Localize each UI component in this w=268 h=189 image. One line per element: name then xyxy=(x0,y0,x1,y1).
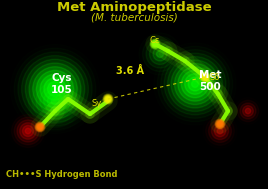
Circle shape xyxy=(185,74,205,94)
Circle shape xyxy=(211,122,229,139)
Circle shape xyxy=(20,123,36,139)
Text: Met Aminopeptidase: Met Aminopeptidase xyxy=(57,1,211,14)
Circle shape xyxy=(237,100,259,122)
Circle shape xyxy=(178,67,212,101)
Circle shape xyxy=(44,90,66,112)
Circle shape xyxy=(209,120,232,143)
Circle shape xyxy=(14,117,42,145)
Circle shape xyxy=(23,125,34,136)
Circle shape xyxy=(103,94,113,104)
Circle shape xyxy=(17,120,39,142)
Circle shape xyxy=(21,56,88,122)
Circle shape xyxy=(243,106,253,116)
Circle shape xyxy=(36,123,44,131)
Circle shape xyxy=(40,74,70,104)
Circle shape xyxy=(106,97,110,101)
Circle shape xyxy=(38,125,42,129)
Circle shape xyxy=(25,128,31,134)
Circle shape xyxy=(240,103,256,119)
Circle shape xyxy=(203,75,207,79)
Text: Cys
105: Cys 105 xyxy=(51,73,73,95)
Circle shape xyxy=(217,121,223,127)
Circle shape xyxy=(33,67,77,111)
Circle shape xyxy=(44,78,66,100)
Circle shape xyxy=(151,40,159,48)
Circle shape xyxy=(214,125,226,137)
Circle shape xyxy=(35,122,45,132)
Circle shape xyxy=(215,119,225,129)
Circle shape xyxy=(219,123,221,125)
Circle shape xyxy=(153,47,167,61)
Circle shape xyxy=(216,120,224,128)
Text: 3.6 Å: 3.6 Å xyxy=(116,66,144,76)
Circle shape xyxy=(245,108,251,114)
Circle shape xyxy=(174,64,215,105)
Circle shape xyxy=(188,77,202,91)
Circle shape xyxy=(181,70,209,98)
Circle shape xyxy=(154,43,156,45)
Circle shape xyxy=(105,96,111,102)
Circle shape xyxy=(200,72,210,82)
Text: Sδ: Sδ xyxy=(209,73,219,81)
Circle shape xyxy=(104,95,112,103)
Circle shape xyxy=(153,42,157,46)
Circle shape xyxy=(37,124,43,130)
Circle shape xyxy=(47,93,63,109)
Circle shape xyxy=(168,57,222,112)
Circle shape xyxy=(171,60,219,108)
Circle shape xyxy=(107,98,109,100)
Circle shape xyxy=(202,74,208,80)
Circle shape xyxy=(51,85,59,93)
Circle shape xyxy=(146,40,174,68)
Text: Sγ: Sγ xyxy=(92,99,102,108)
Text: Met
500: Met 500 xyxy=(199,70,221,92)
Circle shape xyxy=(40,86,70,116)
Circle shape xyxy=(48,82,62,96)
Circle shape xyxy=(39,126,41,128)
Circle shape xyxy=(204,76,206,78)
Circle shape xyxy=(150,39,160,49)
Circle shape xyxy=(29,63,81,115)
Circle shape xyxy=(51,97,59,105)
Text: (M. tuberculosis): (M. tuberculosis) xyxy=(91,12,177,22)
Text: Cε: Cε xyxy=(150,36,160,45)
Circle shape xyxy=(157,50,163,57)
Circle shape xyxy=(152,41,158,47)
Circle shape xyxy=(201,73,209,81)
Circle shape xyxy=(36,82,74,120)
Text: CH•••S Hydrogen Bond: CH•••S Hydrogen Bond xyxy=(6,170,117,179)
Circle shape xyxy=(218,122,222,126)
Circle shape xyxy=(164,53,226,115)
Circle shape xyxy=(25,59,85,119)
Circle shape xyxy=(192,81,198,88)
Circle shape xyxy=(36,70,74,108)
Circle shape xyxy=(217,128,223,134)
Circle shape xyxy=(150,43,170,64)
